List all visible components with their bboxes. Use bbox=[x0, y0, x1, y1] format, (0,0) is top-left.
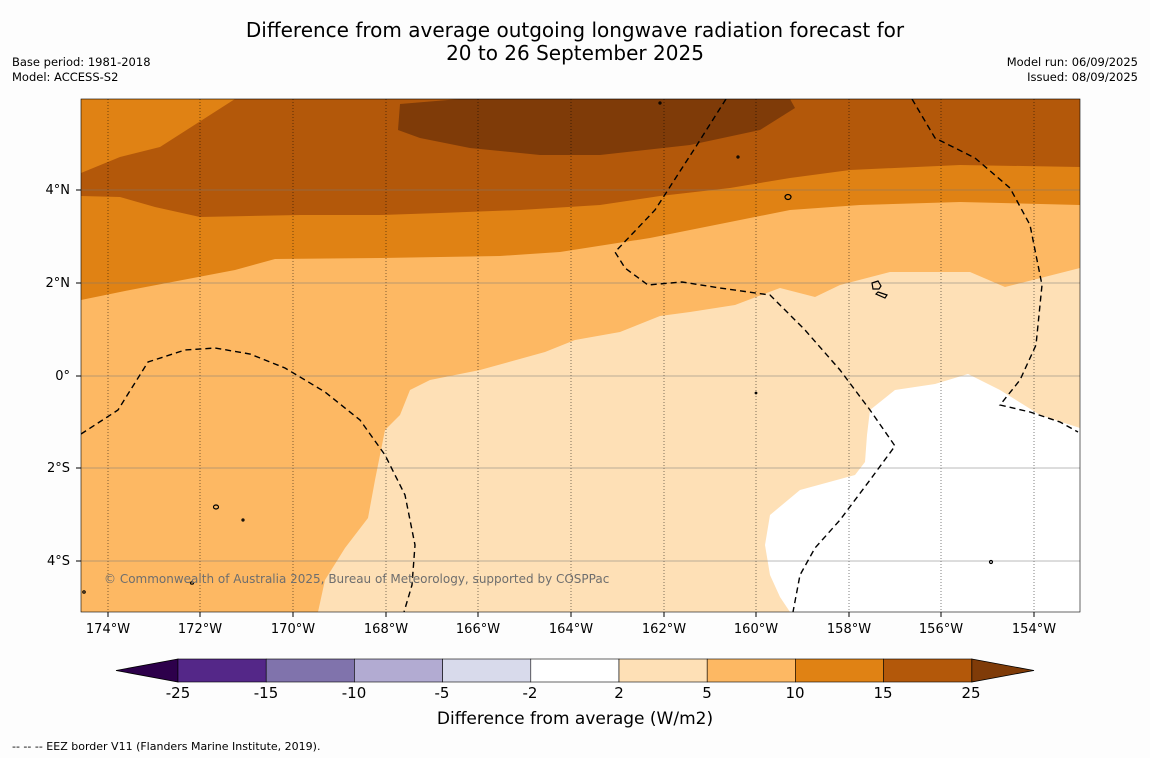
colorbar-tick-label: 15 bbox=[873, 684, 893, 702]
eez-footnote: -- -- -- EEZ border V11 (Flanders Marine… bbox=[12, 740, 321, 753]
lon-label-162w: 162°W bbox=[641, 622, 687, 637]
lon-label-156w: 156°W bbox=[918, 622, 964, 637]
colorbar-segment bbox=[795, 658, 884, 683]
lat-label-4s: 4°S bbox=[46, 554, 70, 569]
lon-label-158w: 158°W bbox=[826, 622, 872, 637]
colorbar-low-extension bbox=[115, 658, 179, 683]
model-name: Model: ACCESS-S2 bbox=[12, 70, 119, 84]
lon-label-174w: 174°W bbox=[85, 622, 131, 637]
title-line-2: 20 to 26 September 2025 bbox=[446, 41, 704, 65]
colorbar-segment bbox=[442, 658, 532, 683]
lon-label-164w: 164°W bbox=[548, 622, 594, 637]
colorbar-tick-label: 5 bbox=[702, 684, 712, 702]
issued-date: Issued: 08/09/2025 bbox=[1027, 70, 1138, 84]
lon-label-160w: 160°W bbox=[733, 622, 779, 637]
lon-label-166w: 166°W bbox=[455, 622, 501, 637]
colorbar-segment bbox=[706, 658, 796, 683]
contour-fields bbox=[81, 99, 1080, 612]
colorbar-tick-label: -25 bbox=[165, 684, 191, 702]
colorbar-segment bbox=[883, 658, 973, 683]
model-run: Model run: 06/09/2025 bbox=[1006, 55, 1138, 69]
colorbar-tick-label: 2 bbox=[614, 684, 624, 702]
lat-label-2s: 2°S bbox=[46, 461, 70, 476]
lat-label-4n: 4°N bbox=[45, 183, 71, 198]
colorbar-tick-label: -15 bbox=[253, 684, 279, 702]
colorbar-title: Difference from average (W/m2) bbox=[436, 709, 714, 729]
field-neutral bbox=[765, 374, 1080, 612]
colorbar-tick-label: -10 bbox=[341, 684, 367, 702]
title-line-1: Difference from average outgoing longwav… bbox=[245, 18, 905, 42]
chart-title: Difference from average outgoing longwav… bbox=[0, 19, 1150, 65]
colorbar-tick-label: -5 bbox=[434, 684, 450, 702]
lat-label-2n: 2°N bbox=[45, 276, 71, 291]
colorbar-segment bbox=[618, 658, 708, 683]
colorbar-segment bbox=[177, 658, 267, 683]
colorbar-high-extension bbox=[971, 658, 1035, 683]
lat-label-0: 0° bbox=[55, 369, 70, 384]
islands bbox=[82, 101, 994, 594]
colorbar-segment bbox=[265, 658, 355, 683]
tick-marks bbox=[76, 189, 1035, 617]
map-frame bbox=[80, 98, 1081, 613]
colorbar-segment bbox=[530, 658, 620, 683]
meta-right: Model run: 06/09/2025 Issued: 08/09/2025 bbox=[1007, 55, 1138, 85]
colorbar bbox=[115, 658, 1035, 683]
base-period: Base period: 1981-2018 bbox=[12, 55, 151, 69]
lon-label-168w: 168°W bbox=[363, 622, 409, 637]
field-25-plus bbox=[398, 99, 795, 155]
colorbar-tick-label: 10 bbox=[785, 684, 805, 702]
eez-borders bbox=[81, 99, 1079, 612]
lon-label-172w: 172°W bbox=[177, 622, 223, 637]
field-15-25 bbox=[81, 99, 1080, 217]
colorbar-tick-label: -2 bbox=[522, 684, 538, 702]
meta-left: Base period: 1981-2018 Model: ACCESS-S2 bbox=[12, 55, 151, 85]
gridlines bbox=[81, 99, 1080, 612]
lon-label-170w: 170°W bbox=[270, 622, 316, 637]
colorbar-segment bbox=[354, 658, 443, 683]
colorbar-tick-label: 25 bbox=[961, 684, 981, 702]
copyright-notice: © Commonwealth of Australia 2025, Bureau… bbox=[104, 572, 610, 586]
lon-label-154w: 154°W bbox=[1011, 622, 1057, 637]
